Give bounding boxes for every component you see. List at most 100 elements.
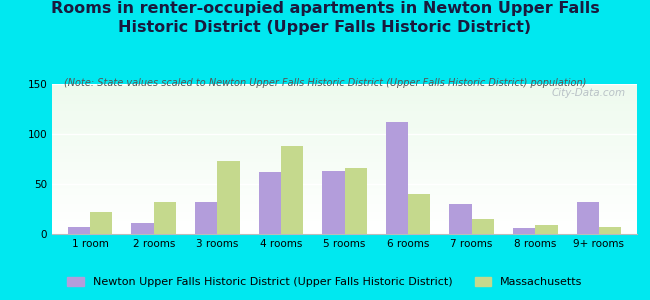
- Bar: [52, 98, 637, 99]
- Bar: [52, 226, 637, 228]
- Bar: [52, 174, 637, 176]
- Bar: [52, 201, 637, 202]
- Bar: [52, 110, 637, 111]
- Bar: [52, 105, 637, 106]
- Bar: [52, 230, 637, 231]
- Bar: [52, 114, 637, 116]
- Bar: [52, 120, 637, 122]
- Bar: [52, 160, 637, 162]
- Bar: [52, 189, 637, 190]
- Bar: [52, 176, 637, 177]
- Bar: [52, 159, 637, 160]
- Bar: [535, 225, 558, 234]
- Text: City-Data.com: City-Data.com: [551, 88, 625, 98]
- Bar: [52, 87, 637, 88]
- Bar: [52, 182, 637, 183]
- Bar: [472, 219, 494, 234]
- Bar: [52, 196, 637, 198]
- Bar: [52, 169, 637, 171]
- Bar: [52, 162, 637, 164]
- Bar: [52, 146, 637, 147]
- Bar: [52, 184, 637, 186]
- Bar: [513, 228, 535, 234]
- Bar: [52, 144, 637, 146]
- Bar: [52, 207, 637, 208]
- Bar: [408, 194, 430, 234]
- Bar: [52, 152, 637, 153]
- Bar: [52, 129, 637, 130]
- Bar: [52, 88, 637, 90]
- Bar: [52, 96, 637, 98]
- Bar: [52, 108, 637, 110]
- Bar: [52, 99, 637, 100]
- Bar: [52, 156, 637, 158]
- Bar: [52, 192, 637, 194]
- Bar: [52, 124, 637, 126]
- Bar: [52, 90, 637, 92]
- Bar: [52, 218, 637, 219]
- Bar: [52, 103, 637, 105]
- Bar: [52, 117, 637, 118]
- Bar: [52, 220, 637, 222]
- Bar: [386, 122, 408, 234]
- Bar: [52, 94, 637, 96]
- Bar: [52, 232, 637, 234]
- Bar: [52, 210, 637, 212]
- Bar: [52, 147, 637, 148]
- Text: (Note: State values scaled to Newton Upper Falls Historic District (Upper Falls : (Note: State values scaled to Newton Upp…: [64, 78, 586, 88]
- Bar: [52, 172, 637, 174]
- Bar: [52, 216, 637, 218]
- Bar: [52, 154, 637, 156]
- Bar: [52, 186, 637, 188]
- Bar: [577, 202, 599, 234]
- Bar: [52, 136, 637, 138]
- Bar: [52, 93, 637, 94]
- Bar: [52, 130, 637, 132]
- Bar: [52, 123, 637, 124]
- Bar: [52, 180, 637, 182]
- Bar: [52, 150, 637, 152]
- Bar: [52, 204, 637, 206]
- Bar: [52, 165, 637, 166]
- Bar: [259, 172, 281, 234]
- Bar: [52, 128, 637, 129]
- Bar: [52, 224, 637, 225]
- Bar: [52, 225, 637, 226]
- Bar: [599, 227, 621, 234]
- Bar: [217, 161, 240, 234]
- Bar: [52, 140, 637, 141]
- Bar: [52, 158, 637, 159]
- Bar: [281, 146, 303, 234]
- Bar: [52, 171, 637, 172]
- Bar: [52, 134, 637, 135]
- Bar: [52, 177, 637, 178]
- Bar: [52, 85, 637, 87]
- Bar: [52, 231, 637, 232]
- Legend: Newton Upper Falls Historic District (Upper Falls Historic District), Massachuse: Newton Upper Falls Historic District (Up…: [63, 272, 587, 291]
- Bar: [52, 212, 637, 213]
- Bar: [52, 208, 637, 210]
- Bar: [52, 164, 637, 165]
- Bar: [90, 212, 112, 234]
- Bar: [52, 194, 637, 195]
- Bar: [52, 84, 637, 86]
- Bar: [52, 213, 637, 214]
- Bar: [52, 200, 637, 201]
- Bar: [52, 126, 637, 128]
- Bar: [52, 190, 637, 192]
- Bar: [195, 202, 217, 234]
- Bar: [52, 102, 637, 104]
- Bar: [52, 135, 637, 136]
- Bar: [52, 142, 637, 144]
- Bar: [52, 132, 637, 134]
- Bar: [52, 219, 637, 220]
- Bar: [52, 202, 637, 204]
- Bar: [52, 198, 637, 200]
- Bar: [52, 116, 637, 117]
- Bar: [131, 223, 154, 234]
- Bar: [52, 106, 637, 108]
- Bar: [322, 171, 344, 234]
- Bar: [52, 178, 637, 180]
- Bar: [52, 183, 637, 184]
- Bar: [52, 167, 637, 168]
